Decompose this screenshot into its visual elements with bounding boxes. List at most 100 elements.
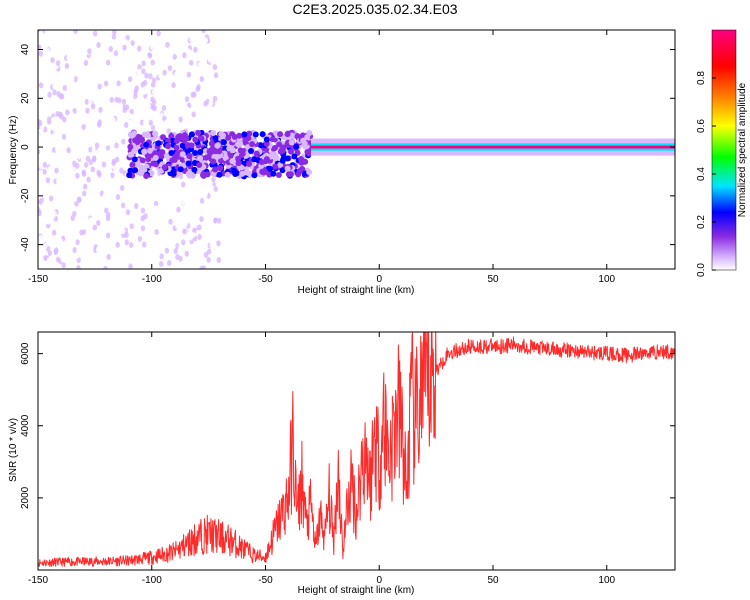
- noise-speck: [73, 30, 78, 34]
- noise-speck: [38, 119, 43, 126]
- noise-speck: [234, 76, 237, 80]
- noise-speck: [81, 198, 86, 205]
- noise-speck: [175, 195, 180, 202]
- band-cell: [134, 161, 141, 168]
- noise-speck: [38, 163, 43, 170]
- noise-speck: [69, 197, 74, 204]
- noise-speck: [152, 72, 158, 79]
- noise-speck: [98, 57, 104, 64]
- noise-speck: [158, 260, 164, 267]
- noise-speck: [44, 155, 49, 162]
- noise-speck: [154, 62, 159, 69]
- noise-speck: [53, 249, 58, 256]
- noise-speck: [250, 37, 253, 41]
- noise-speck: [238, 116, 241, 120]
- noise-speck: [111, 116, 116, 123]
- spectrogram-x-tick-label: 0: [376, 274, 382, 285]
- band-cell: [284, 155, 291, 162]
- band-cell: [271, 151, 278, 158]
- noise-speck: [92, 76, 97, 83]
- noise-speck: [160, 85, 166, 92]
- noise-speck: [146, 83, 152, 90]
- band-cell: [251, 156, 258, 163]
- noise-speck: [108, 70, 113, 77]
- noise-speck: [148, 119, 153, 126]
- noise-speck: [70, 75, 75, 82]
- band-cell: [155, 140, 162, 147]
- noise-speck: [141, 60, 146, 67]
- noise-speck: [106, 191, 111, 198]
- noise-speck: [239, 55, 242, 59]
- band-cell: [210, 158, 217, 165]
- noise-speck: [237, 228, 240, 232]
- noise-speck: [75, 172, 80, 179]
- spectrogram-x-axis: -150 -100 -50 0 50 100: [28, 30, 616, 285]
- noise-speck: [166, 210, 172, 217]
- noise-speck: [146, 103, 152, 110]
- noise-speck: [176, 234, 181, 241]
- noise-speck: [216, 248, 221, 255]
- noise-speck: [133, 88, 138, 95]
- band-cell: [127, 167, 134, 174]
- colorbar-tick-label: 0.6: [696, 119, 707, 133]
- noise-speck: [153, 200, 159, 207]
- noise-speck: [172, 111, 178, 118]
- noise-speck: [250, 196, 253, 200]
- noise-speck: [150, 81, 156, 88]
- noise-speck: [216, 240, 221, 247]
- band-cell: [208, 140, 215, 147]
- noise-speck: [150, 96, 155, 103]
- noise-speck: [52, 43, 57, 50]
- band-cell: [188, 142, 195, 149]
- noise-speck: [97, 83, 102, 90]
- noise-speck: [131, 246, 136, 253]
- noise-speck: [240, 91, 243, 95]
- noise-speck: [163, 95, 168, 102]
- noise-speck: [48, 195, 54, 202]
- noise-speck: [59, 124, 64, 131]
- noise-speck: [206, 248, 212, 255]
- noise-speck: [254, 32, 257, 36]
- noise-speck: [38, 235, 44, 242]
- spectrogram-x-tick-label: 100: [598, 274, 615, 285]
- noise-speck: [155, 111, 161, 118]
- noise-speck: [182, 228, 187, 235]
- noise-speck: [158, 37, 163, 44]
- noise-speck: [173, 190, 178, 197]
- band-cell: [132, 167, 139, 174]
- noise-speck: [60, 158, 65, 165]
- noise-speck: [140, 225, 146, 232]
- noise-speck: [82, 93, 88, 100]
- noise-speck: [38, 148, 41, 155]
- noise-speck: [246, 236, 249, 240]
- noise-speck: [114, 96, 119, 103]
- spectrogram-y-tick-label: 20: [20, 92, 31, 104]
- noise-speck: [54, 167, 59, 174]
- noise-speck: [161, 125, 166, 132]
- noise-speck: [142, 79, 148, 86]
- band-cell: [276, 141, 283, 148]
- noise-speck: [130, 39, 135, 46]
- noise-speck: [142, 89, 147, 96]
- noise-speck: [155, 184, 161, 191]
- noise-speck: [131, 73, 137, 80]
- noise-speck: [163, 119, 169, 126]
- noise-speck: [133, 252, 139, 259]
- noise-speck: [78, 110, 84, 117]
- band-cell: [206, 148, 213, 155]
- noise-speck: [83, 59, 89, 66]
- band-cell: [220, 132, 227, 139]
- noise-speck: [58, 238, 64, 245]
- noise-speck: [38, 243, 44, 250]
- noise-speck: [186, 71, 192, 78]
- spectrogram-y-axis: -40 -20 0 20 40: [20, 44, 675, 252]
- noise-speck: [173, 30, 179, 36]
- band-cell: [220, 139, 227, 146]
- noise-speck: [247, 265, 250, 269]
- noise-speck: [140, 207, 146, 214]
- noise-speck: [173, 71, 179, 78]
- noise-speck: [62, 145, 68, 152]
- noise-speck: [244, 76, 247, 80]
- noise-speck: [38, 44, 42, 51]
- noise-speck: [38, 50, 43, 57]
